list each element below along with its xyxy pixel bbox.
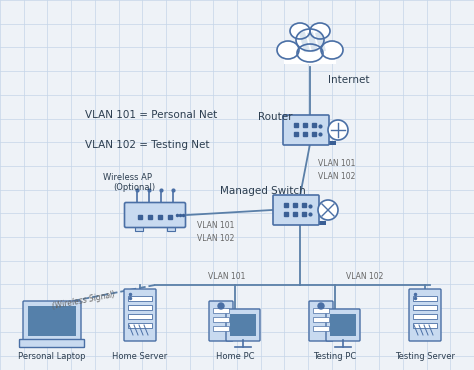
Bar: [128, 296, 152, 301]
Bar: [284, 141, 336, 145]
Bar: [167, 226, 175, 231]
Text: Testing PC: Testing PC: [313, 352, 356, 361]
FancyBboxPatch shape: [283, 115, 329, 145]
Ellipse shape: [321, 41, 343, 59]
Bar: [230, 314, 256, 336]
Bar: [284, 50, 336, 64]
Text: Managed Switch: Managed Switch: [220, 186, 306, 196]
Bar: [28, 306, 76, 336]
Circle shape: [328, 120, 348, 140]
FancyBboxPatch shape: [226, 309, 260, 341]
Text: VLAN 101
VLAN 102: VLAN 101 VLAN 102: [318, 159, 356, 181]
Bar: [299, 31, 310, 52]
Text: Personal Laptop: Personal Laptop: [18, 352, 86, 361]
Circle shape: [318, 303, 324, 309]
Bar: [413, 296, 437, 301]
Bar: [413, 305, 437, 310]
Bar: [307, 31, 318, 52]
Bar: [213, 317, 229, 322]
Text: VLAN 101
VLAN 102: VLAN 101 VLAN 102: [197, 221, 234, 242]
Text: Router: Router: [258, 112, 292, 122]
Text: Testing Server: Testing Server: [395, 352, 455, 361]
FancyBboxPatch shape: [125, 202, 185, 228]
Text: (Wireless Signal): (Wireless Signal): [51, 289, 116, 310]
Ellipse shape: [297, 44, 323, 62]
Text: Internet: Internet: [328, 75, 370, 85]
FancyBboxPatch shape: [273, 195, 319, 225]
Circle shape: [318, 200, 338, 220]
Ellipse shape: [290, 23, 310, 39]
Text: VLAN 101 = Personal Net: VLAN 101 = Personal Net: [85, 110, 217, 120]
Bar: [313, 326, 329, 331]
FancyBboxPatch shape: [23, 301, 81, 341]
Text: VLAN 102 = Testing Net: VLAN 102 = Testing Net: [85, 140, 210, 150]
Bar: [213, 326, 229, 331]
Bar: [313, 308, 329, 313]
Bar: [128, 314, 152, 319]
Circle shape: [218, 303, 224, 309]
Text: VLAN 102: VLAN 102: [346, 272, 383, 281]
FancyBboxPatch shape: [19, 340, 84, 347]
Bar: [213, 308, 229, 313]
Bar: [313, 317, 329, 322]
Bar: [135, 226, 143, 231]
Bar: [274, 221, 326, 225]
Text: Wireless AP: Wireless AP: [103, 173, 152, 182]
Bar: [128, 323, 152, 328]
FancyBboxPatch shape: [409, 289, 441, 341]
Text: Home Server: Home Server: [112, 352, 168, 361]
Bar: [330, 314, 356, 336]
Bar: [315, 31, 326, 52]
Bar: [413, 314, 437, 319]
Text: (Optional): (Optional): [113, 183, 155, 192]
Bar: [128, 305, 152, 310]
Bar: [413, 323, 437, 328]
Ellipse shape: [310, 23, 330, 39]
Ellipse shape: [296, 29, 324, 51]
FancyBboxPatch shape: [309, 301, 333, 341]
Text: Home PC: Home PC: [216, 352, 254, 361]
Ellipse shape: [277, 41, 299, 59]
FancyBboxPatch shape: [124, 289, 156, 341]
FancyBboxPatch shape: [209, 301, 233, 341]
FancyBboxPatch shape: [326, 309, 360, 341]
Text: VLAN 101: VLAN 101: [208, 272, 246, 281]
